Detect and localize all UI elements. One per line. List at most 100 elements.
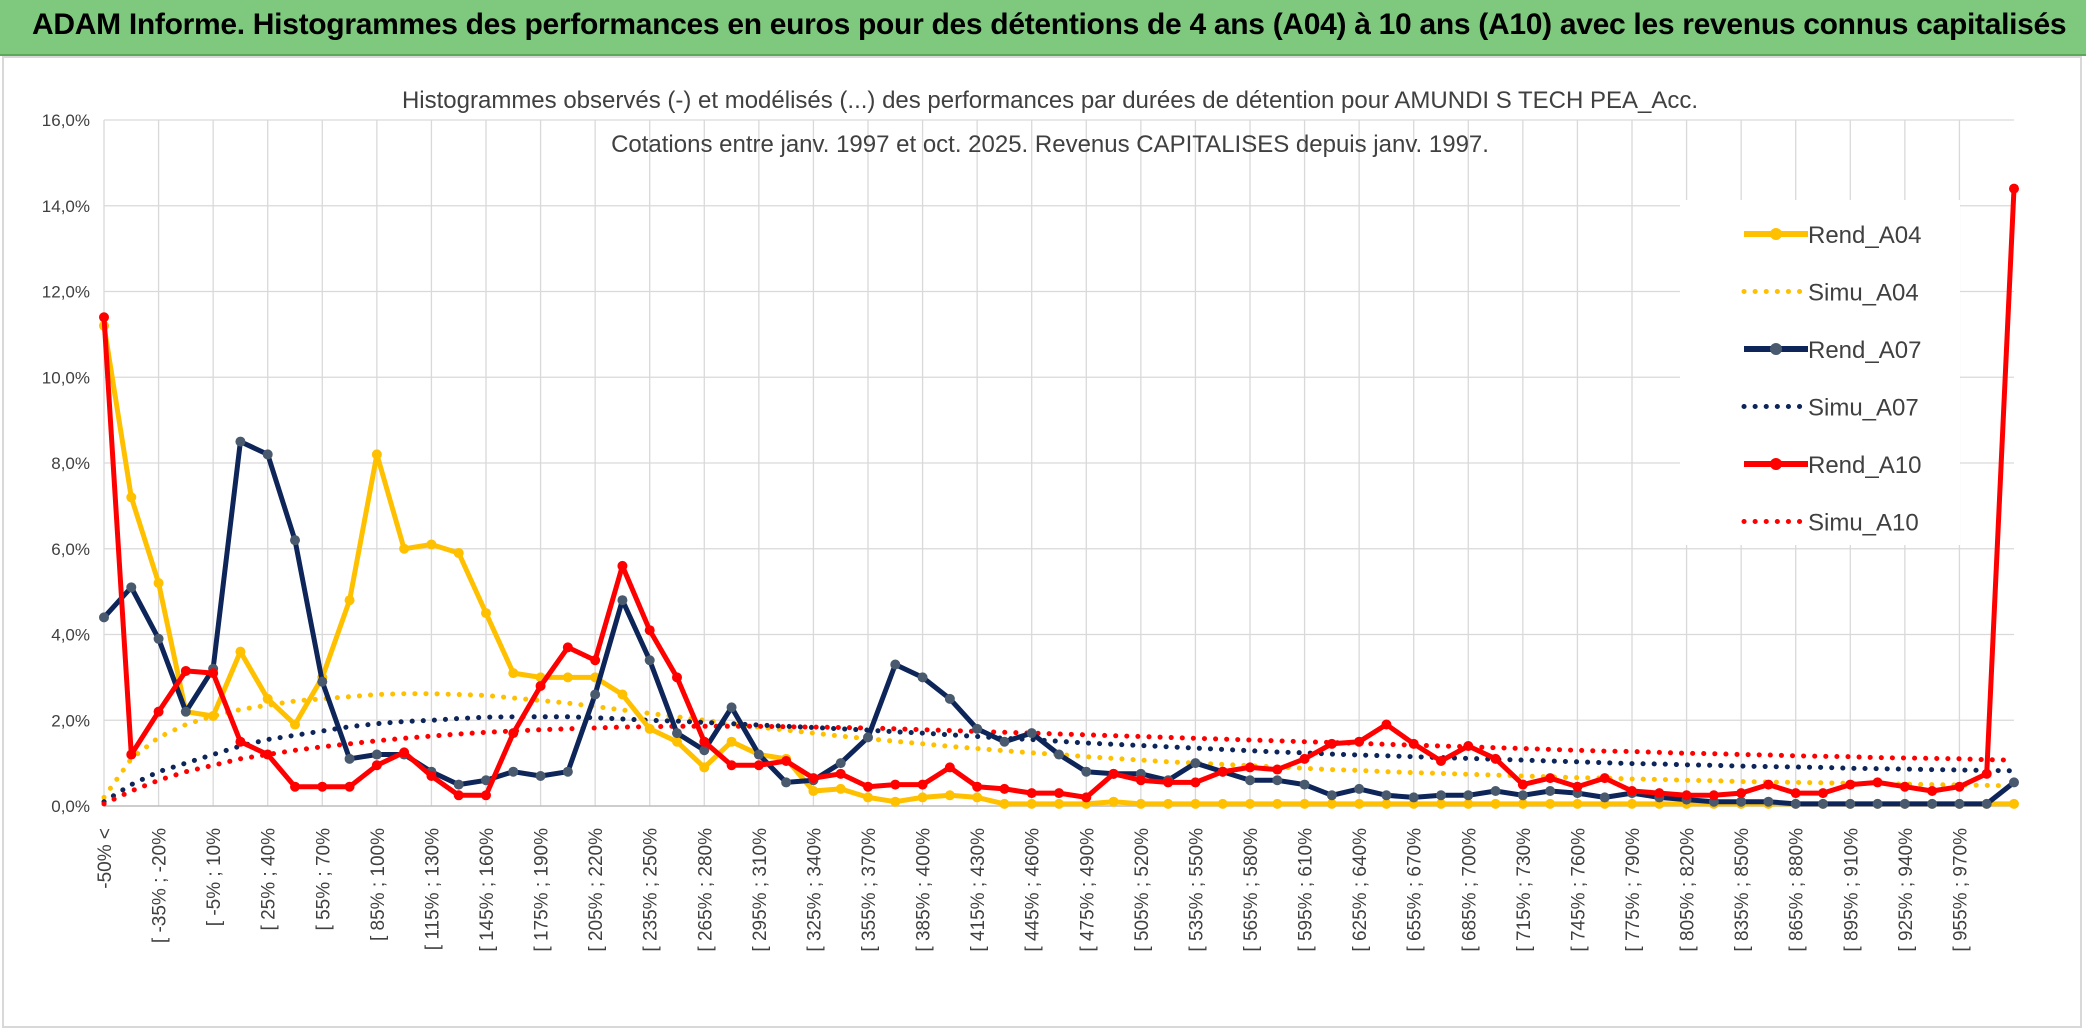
series-layer: [99, 183, 2019, 809]
data-point: [1517, 798, 1528, 809]
data-point: [1326, 798, 1337, 809]
data-point: [972, 781, 983, 792]
data-point: [2009, 777, 2019, 788]
data-point: [344, 753, 355, 764]
data-point: [1245, 775, 1255, 786]
data-point: [1026, 728, 1037, 739]
data-point: [1299, 779, 1310, 790]
report-title: ADAM Informe. Histogrammes des performan…: [32, 8, 2067, 41]
data-point: [1217, 766, 1228, 777]
data-point: [1381, 798, 1392, 809]
data-point: [1845, 779, 1856, 790]
data-point: [1490, 785, 1501, 796]
data-point: [399, 747, 410, 758]
data-point: [1899, 781, 1910, 792]
data-point: [153, 706, 164, 717]
y-tick-label: 2,0%: [51, 711, 90, 730]
data-point: [208, 668, 219, 679]
x-tick-label: [ 835% ; 850%: [1732, 828, 1753, 952]
data-point: [1054, 749, 1064, 760]
x-tick-label: [ 925% ; 940%: [1896, 828, 1917, 952]
x-tick-label: [ 955% ; 970%: [1950, 828, 1971, 952]
y-tick-label: 16,0%: [42, 111, 90, 130]
data-point: [890, 796, 901, 807]
data-point: [1108, 768, 1119, 779]
data-point: [726, 736, 737, 747]
x-tick-label: [ 385% ; 400%: [914, 828, 935, 952]
data-point: [1054, 788, 1064, 799]
data-point: [453, 790, 464, 801]
x-tick-label: [ 205% ; 220%: [586, 828, 607, 952]
x-tick-label: [ 235% ; 250%: [641, 828, 662, 952]
x-tick-label: [ 115% ; 130%: [422, 828, 443, 950]
data-point: [371, 749, 382, 760]
data-point: [399, 543, 410, 554]
series-line: [101, 691, 2017, 800]
data-point: [1026, 798, 1037, 809]
data-point: [2009, 798, 2019, 809]
data-point: [180, 665, 191, 676]
legend-label: Simu_A04: [1808, 280, 1919, 307]
data-point: [1245, 762, 1255, 773]
y-tick-label: 12,0%: [42, 283, 90, 302]
data-point: [562, 672, 573, 683]
x-tick-label: [ 655% ; 670%: [1405, 828, 1426, 952]
x-tick-label: [ 475% ; 490%: [1077, 828, 1098, 952]
data-point: [1054, 798, 1064, 809]
data-point: [1545, 785, 1556, 796]
data-point: [1818, 798, 1828, 809]
data-point: [672, 736, 682, 747]
data-point: [1517, 790, 1528, 801]
data-point: [153, 578, 164, 589]
data-point: [1354, 736, 1365, 747]
data-point: [835, 768, 846, 779]
data-point: [1326, 738, 1337, 749]
data-point: [1790, 798, 1801, 809]
data-point: [672, 672, 682, 683]
y-tick-label: 14,0%: [42, 197, 90, 216]
data-point: [290, 781, 300, 792]
data-point: [1245, 798, 1255, 809]
data-point: [453, 548, 464, 559]
data-point: [126, 492, 137, 503]
data-point: [1272, 764, 1283, 775]
data-point: [1436, 798, 1446, 809]
data-point: [1081, 766, 1092, 777]
data-point: [1081, 792, 1092, 803]
data-point: [1681, 790, 1692, 801]
data-point: [126, 749, 137, 760]
data-point: [781, 755, 792, 766]
data-point: [371, 760, 382, 771]
data-point: [999, 783, 1010, 794]
data-point: [1572, 781, 1583, 792]
x-tick-label: [ 805% ; 820%: [1678, 828, 1699, 952]
data-point: [535, 770, 546, 781]
data-point: [1408, 738, 1419, 749]
data-point: [562, 642, 573, 653]
data-point: [1163, 777, 1174, 788]
data-point: [262, 449, 273, 460]
data-point: [1381, 719, 1392, 730]
legend-marker: [1770, 343, 1782, 355]
y-tick-label: 8,0%: [51, 454, 90, 473]
data-point: [1163, 798, 1174, 809]
data-point: [590, 655, 601, 666]
data-point: [753, 760, 764, 771]
data-point: [1463, 798, 1474, 809]
data-point: [1627, 798, 1637, 809]
data-point: [1108, 796, 1119, 807]
data-point: [1708, 790, 1719, 801]
data-point: [672, 728, 682, 739]
x-tick-label: [ 535% ; 550%: [1186, 828, 1207, 952]
data-point: [1654, 788, 1665, 799]
data-point: [617, 595, 628, 606]
data-point: [1736, 788, 1747, 799]
data-point: [1545, 773, 1556, 784]
data-point: [644, 723, 655, 734]
data-point: [1545, 798, 1556, 809]
legend-box: [1680, 200, 1960, 545]
data-point: [890, 779, 901, 790]
legend-label: Rend_A07: [1808, 337, 1921, 364]
